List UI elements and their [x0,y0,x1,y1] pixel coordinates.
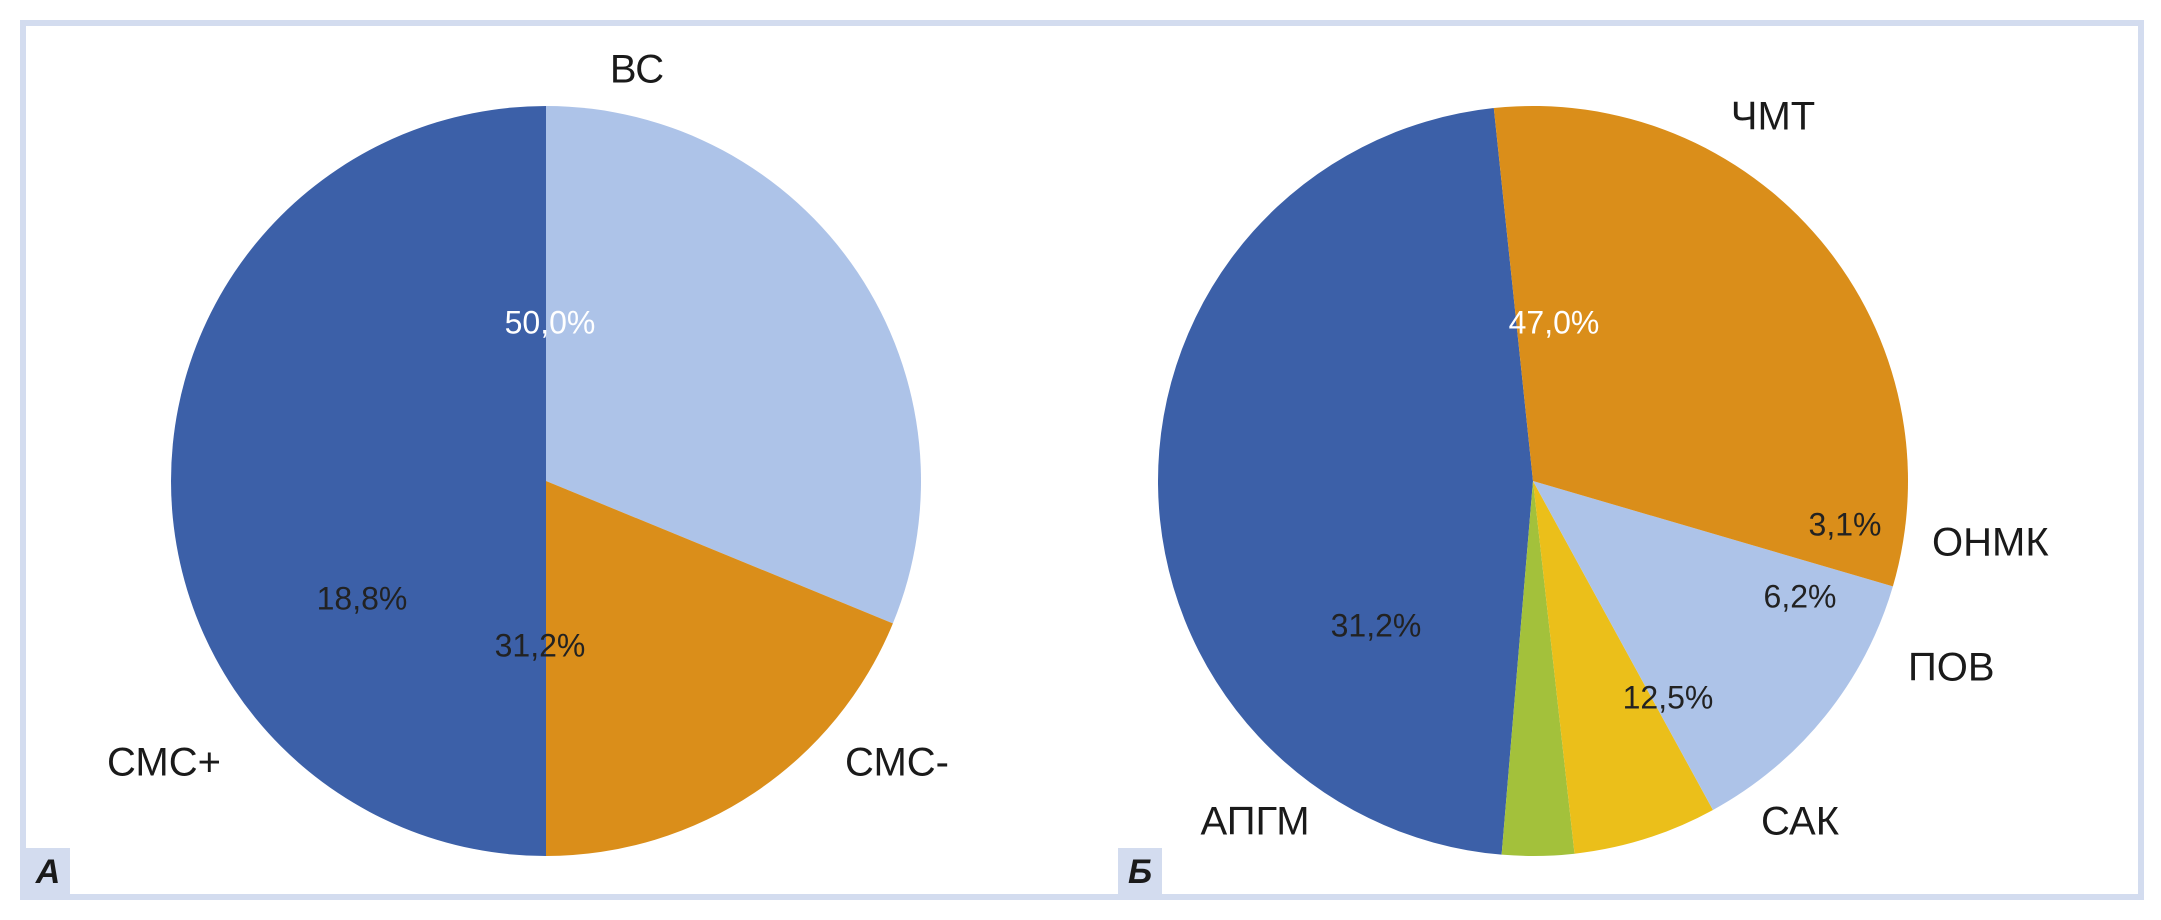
pie-category-label-a-sms-plus: СМС+ [107,741,221,785]
pie-value-label-b-pov: 6,2% [1764,578,1837,614]
pie-slice-a-sms-minus [546,106,921,624]
panel-label-b: Б [1118,848,1162,896]
pie-value-label-b-onmk: 3,1% [1809,506,1882,542]
pie-chart-a: 50,0% ВС 31,2% СМС- 18,8% СМС+ [107,48,949,856]
pie-value-label-a-sms-minus: 31,2% [495,627,586,663]
pie-value-label-b-apgm: 31,2% [1331,607,1422,643]
pie-slice-b-sak [1533,481,1893,810]
pie-category-label-b-onmk: ОНМК [1932,521,2049,565]
pie-category-label-a-vs: ВС [610,48,664,92]
pie-slice-b-apgm [1493,105,1909,587]
pie-slice-b-onmk [1501,481,1575,856]
pie-category-label-b-chmt: ЧМТ [1731,95,1815,139]
pie-value-label-a-sms-plus: 18,8% [317,580,408,616]
pie-category-label-b-sak: САК [1761,800,1840,844]
pie-value-label-a-vs: 50,0% [505,304,596,340]
pie-slice-b-chmt [1158,108,1533,855]
pie-category-label-b-apgm: АПГМ [1200,800,1309,844]
pie-category-label-a-sms-minus: СМС- [845,741,949,785]
pie-chart-b: 47,0% ЧМТ 3,1% ОНМК 6,2% ПОВ 12,5% САК 31,2% АПГМ [1158,95,2049,856]
pie-slice-b-pov [1533,481,1713,854]
pie-value-label-b-sak: 12,5% [1623,679,1714,715]
panel-label-a: А [26,848,70,896]
pie-slice-a-sms-plus [546,481,893,856]
pie-slice-a-vs [171,106,546,856]
pie-value-label-b-chmt: 47,0% [1509,304,1600,340]
pie-category-label-b-pov: ПОВ [1908,646,1995,690]
